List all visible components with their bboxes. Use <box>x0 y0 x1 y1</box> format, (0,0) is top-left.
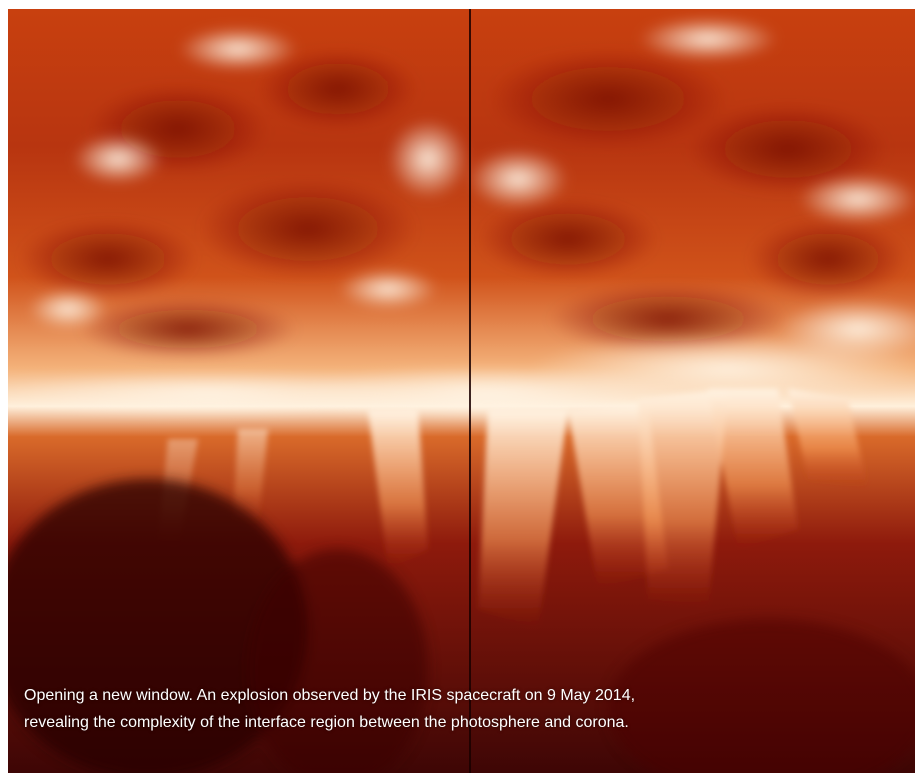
caption-line-2: revealing the complexity of the interfac… <box>24 714 629 731</box>
solar-image-graphic <box>8 9 915 773</box>
figure-caption: Opening a new window. An explosion obser… <box>24 682 884 736</box>
instrument-seam-line <box>469 9 471 773</box>
caption-line-1: Opening a new window. An explosion obser… <box>24 687 636 704</box>
solar-image <box>8 9 915 773</box>
